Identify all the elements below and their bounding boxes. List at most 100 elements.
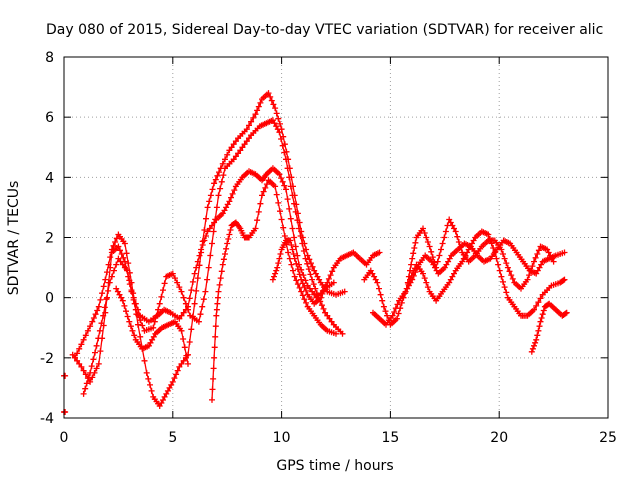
data-point (227, 227, 234, 233)
data-point (228, 144, 235, 151)
data-point (431, 259, 438, 266)
data-point (82, 332, 89, 339)
data-point (273, 191, 280, 198)
data-point (143, 369, 150, 376)
data-point (291, 200, 298, 207)
data-point (224, 151, 231, 158)
data-point (296, 225, 302, 232)
data-point (174, 367, 181, 374)
data-point (93, 365, 100, 372)
data-point (454, 233, 461, 240)
data-point (100, 312, 107, 319)
data-point (429, 254, 436, 261)
data-point (80, 336, 87, 343)
data-point (132, 306, 139, 313)
data-point (198, 249, 205, 256)
data-point (216, 169, 222, 176)
data-point (446, 255, 453, 262)
data-point (83, 380, 90, 387)
data-point (195, 318, 202, 325)
data-point (276, 255, 283, 262)
data-point (550, 258, 557, 265)
data-point (199, 303, 206, 310)
data-point (322, 283, 329, 290)
data-point (273, 267, 280, 274)
data-point (246, 122, 252, 129)
y-tick-label: 6 (45, 110, 54, 126)
data-point (545, 301, 552, 308)
data-point (294, 266, 301, 273)
data-point (318, 302, 325, 309)
data-point (124, 267, 131, 274)
data-point (130, 296, 137, 303)
series-track-7 (209, 177, 339, 403)
data-point (498, 273, 505, 280)
data-point (501, 255, 508, 262)
data-point (496, 267, 503, 274)
data-point (306, 256, 313, 263)
data-point (272, 183, 279, 190)
data-point (124, 313, 131, 320)
data-point (80, 367, 87, 374)
data-point (276, 129, 283, 136)
data-point (426, 243, 433, 250)
data-point (424, 239, 431, 245)
data-point (212, 333, 219, 340)
series-track-5 (80, 117, 346, 397)
data-point (97, 348, 104, 355)
data-point (78, 363, 85, 370)
data-point (219, 261, 226, 268)
data-point (531, 342, 537, 349)
data-point (135, 312, 141, 318)
data-point (108, 273, 115, 280)
data-point (213, 204, 220, 211)
data-point (312, 285, 319, 292)
data-point (298, 266, 305, 273)
data-point (289, 192, 296, 199)
data-point (532, 254, 539, 261)
data-point (257, 200, 264, 207)
data-point (135, 321, 141, 328)
data-point (537, 295, 544, 302)
data-point (287, 215, 294, 222)
data-point (102, 276, 109, 283)
data-point (212, 323, 219, 330)
data-point (272, 105, 279, 112)
data-point (239, 144, 246, 151)
y-tick-label: 8 (45, 50, 54, 66)
data-point (263, 181, 270, 188)
data-point (220, 256, 227, 263)
data-point (212, 216, 219, 223)
data-point (151, 318, 158, 325)
data-point (277, 251, 284, 257)
data-point (299, 280, 306, 287)
data-point (278, 216, 285, 223)
data-point (286, 174, 293, 181)
data-point (108, 246, 115, 253)
data-point (391, 309, 398, 315)
data-point (201, 227, 208, 233)
data-point (309, 276, 316, 283)
data-point (174, 279, 181, 286)
series-track-11 (404, 216, 557, 292)
data-point (123, 308, 129, 315)
data-point (405, 273, 412, 280)
x-tick-label: 25 (599, 430, 617, 446)
data-point (95, 360, 102, 367)
data-point (97, 296, 104, 303)
data-point (180, 294, 187, 301)
data-point (279, 178, 286, 185)
data-point (561, 249, 568, 256)
data-point (304, 260, 311, 267)
data-point (439, 240, 446, 247)
data-point (289, 225, 296, 232)
data-point (62, 409, 69, 415)
data-point (274, 264, 281, 271)
data-point (185, 360, 191, 367)
data-point (113, 261, 120, 268)
axis-ticks: 0 5 10 15 20 25 -4 -2 0 2 4 6 8 (40, 50, 617, 446)
data-point (197, 311, 204, 318)
data-point (410, 250, 417, 257)
data-point (182, 300, 189, 307)
